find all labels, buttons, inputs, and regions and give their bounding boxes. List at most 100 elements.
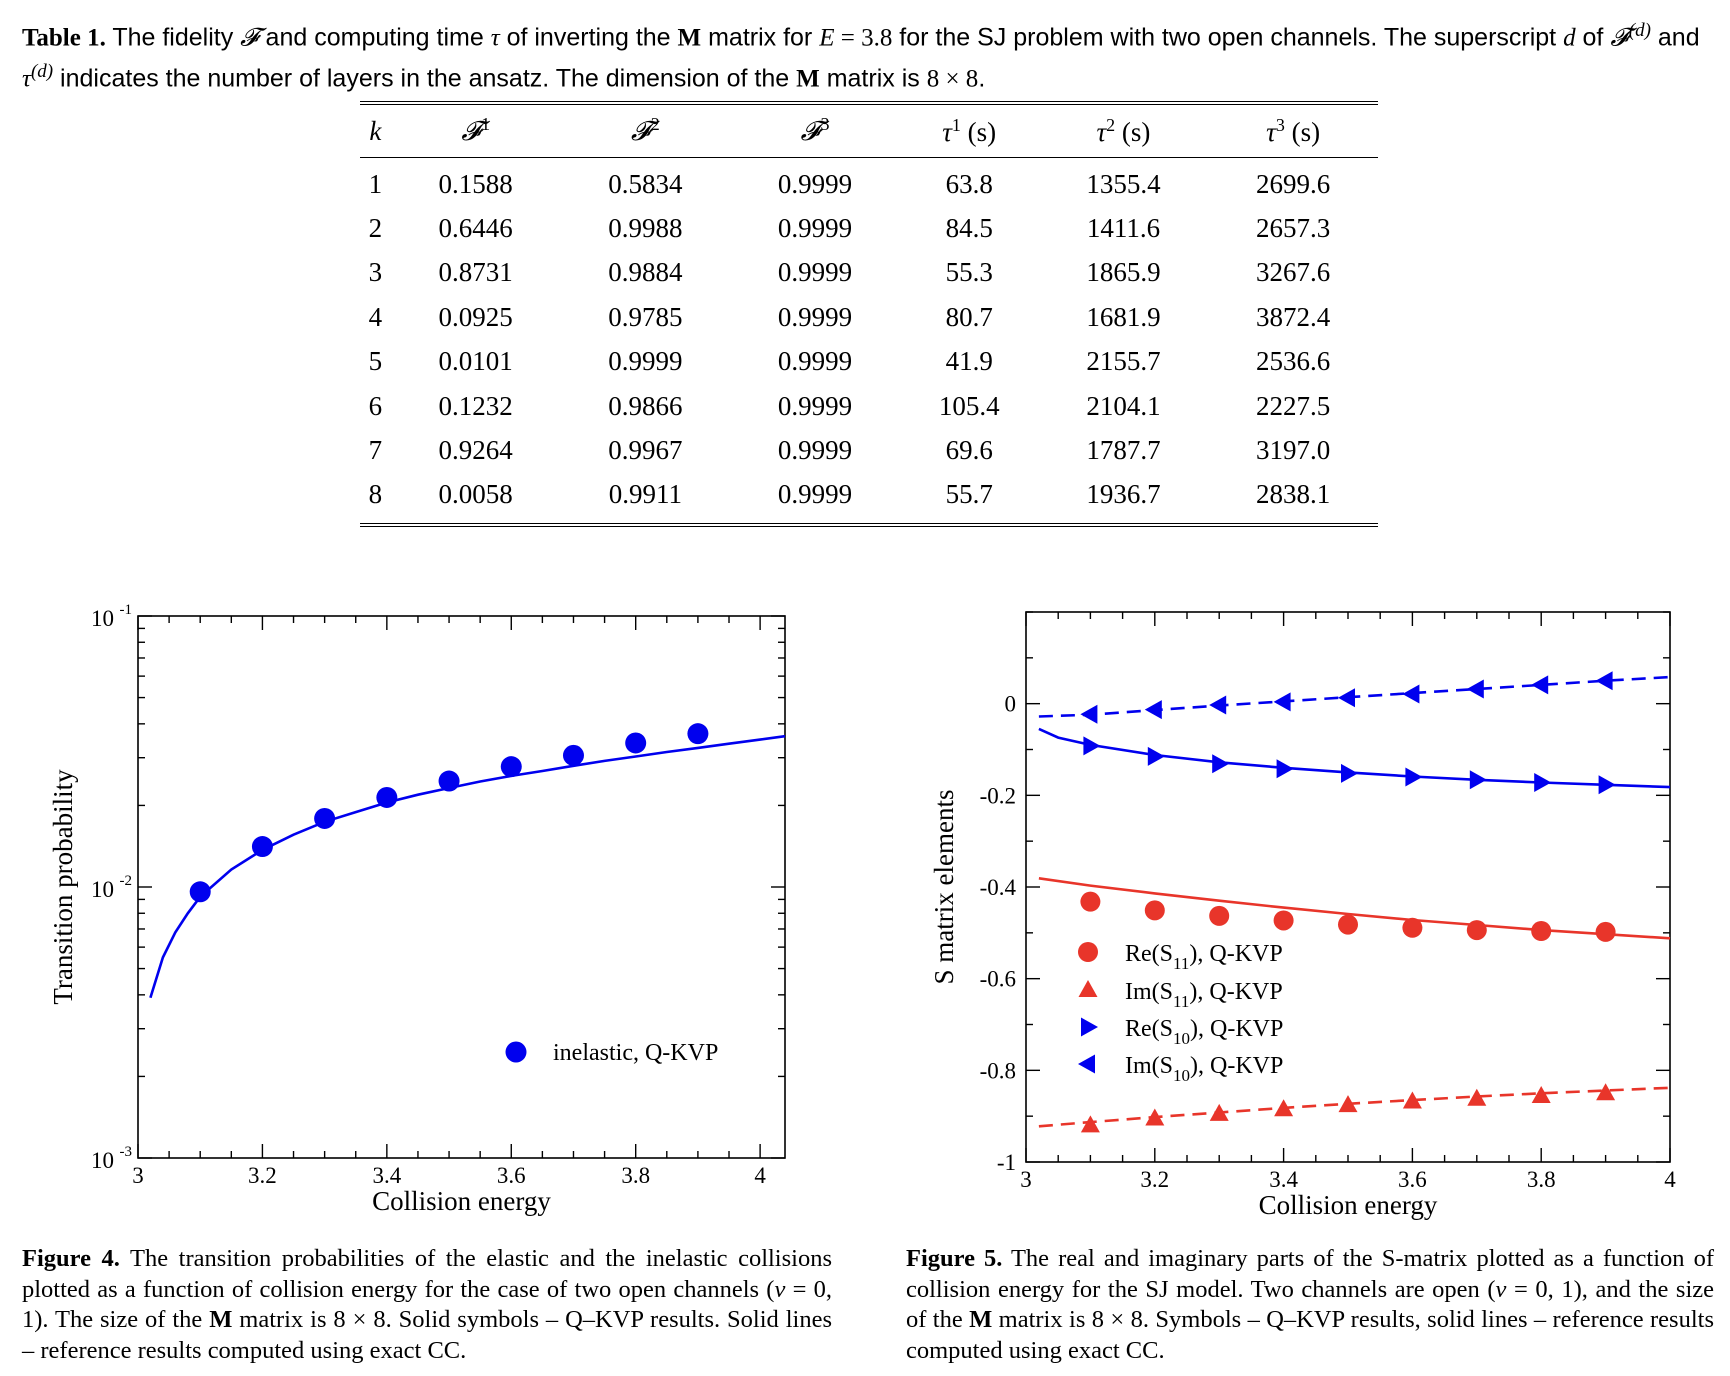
superscript-d: (d) (30, 61, 54, 83)
table-cell: 55.3 (945, 257, 993, 288)
table-cell: 0.0058 (390, 472, 561, 528)
table-cell: 80.7 (945, 301, 993, 332)
table-cell: 2536.6 (1256, 346, 1331, 377)
caption-text: . (978, 64, 986, 93)
table-cell: 2227.5 (1256, 390, 1331, 421)
legend-label-subscript: 11 (1173, 954, 1189, 973)
legend-label: inelastic, Q-KVP (553, 1040, 718, 1066)
table-cell: 0.9911 (560, 472, 731, 528)
table-cell: 0.9999 (608, 346, 683, 377)
y-tick-label: -0.4 (980, 875, 1017, 900)
header-superscript: 2 (650, 114, 660, 134)
y-tick-exponent: -1 (120, 602, 133, 618)
data-point (1595, 921, 1616, 942)
table-cell: 0.1588 (438, 168, 513, 199)
figure-5-chart: 3 3.2 3.4 3.6 3.8 4 -1 -0.8 -0.6 -0.4 -0.2 0 Collisi… (929, 611, 1676, 1220)
y-axis-label: S matrix elements (929, 790, 959, 985)
table-cell: 0.9264 (438, 435, 513, 466)
table-row: 2 0.6446 0.9988 0.9999 84.5 1411.6 2657.3 (360, 206, 1378, 250)
header-symbol: 𝓕 (630, 116, 651, 146)
legend-label-pre: Im(S (1125, 1053, 1173, 1079)
x-tick-label: 3.2 (1140, 1167, 1169, 1192)
caption-text: for the SJ problem with two open channel… (892, 23, 1564, 52)
header-symbol: k (369, 115, 382, 146)
tau-symbol: τ (22, 65, 31, 93)
data-point (1466, 920, 1487, 941)
matrix-symbol: M (796, 65, 820, 93)
data-point (438, 770, 460, 792)
table-cell-k: 3 (368, 257, 383, 288)
data-point (1341, 763, 1358, 783)
x-axis-label: Collision energy (1259, 1190, 1438, 1220)
y-tick-label: 0 (1005, 692, 1017, 717)
x-tick-label: 3.4 (1269, 1167, 1298, 1192)
x-tick-label: 3.8 (1527, 1167, 1556, 1192)
header-symbol: 𝓕 (461, 116, 482, 146)
table-cell: 2838.1 (1208, 472, 1378, 528)
legend-label-subscript: 11 (1173, 992, 1189, 1011)
table-row: 3 0.8731 0.9884 0.9999 55.3 1865.9 3267.6 (360, 251, 1378, 295)
energy-value: = 3.8 (834, 24, 893, 52)
data-point (1598, 775, 1616, 795)
data-point (1273, 910, 1294, 931)
figure-label: Figure 5. (906, 1245, 1003, 1272)
table-header-row: k 𝓕1 𝓕2 𝓕3 τ1 (s) τ2 (s) τ3 (s) (360, 101, 1378, 158)
data-point (1467, 1088, 1487, 1106)
fidelity-symbol: 𝓕 (1610, 24, 1629, 52)
table-cell: 0.9999 (777, 346, 853, 377)
table-cell: 0.9999 (730, 472, 900, 528)
table-row: 1 0.1588 0.5834 0.9999 63.8 1355.4 2699.6 (360, 158, 1378, 207)
table-cell: 63.8 (945, 168, 993, 199)
table-cell: 0.9999 (777, 390, 853, 421)
data-point (1595, 671, 1613, 691)
solid-reference-line (149, 734, 786, 999)
header-superscript: 2 (1106, 114, 1116, 135)
tau-symbol: τ (490, 24, 500, 52)
data-point (1531, 1086, 1551, 1103)
table-cell: 0.9999 (777, 435, 853, 466)
table-cell: 2155.7 (1086, 346, 1161, 377)
caption-text: The fidelity (105, 23, 241, 52)
caption-text: matrix for (701, 23, 820, 52)
y-tick-exponent: -3 (120, 1144, 133, 1160)
legend-label-subscript: 10 (1173, 1066, 1190, 1085)
data-point (1338, 914, 1358, 935)
data-point (1405, 767, 1423, 787)
table-cell: 3267.6 (1256, 257, 1331, 288)
table-cell: 1411.6 (1086, 213, 1161, 244)
data-point (1402, 917, 1423, 938)
table-cell-k: 7 (368, 435, 383, 466)
legend-label: Im(S10), Q-KVP (1125, 1053, 1283, 1085)
table-cell: 0.1232 (438, 390, 513, 421)
y-tick-label: -0.2 (980, 783, 1016, 808)
y-tick-exponent: -2 (120, 873, 133, 889)
plot-frame (137, 615, 786, 1159)
data-point (1274, 1099, 1294, 1117)
data-point (1273, 692, 1291, 712)
y-tick-label: 10 (91, 877, 114, 902)
table-cell: 0.9967 (608, 435, 683, 466)
table-cell: 0.5834 (608, 168, 683, 199)
data-point (1209, 905, 1230, 926)
figure-4-chart: 3 3.2 3.4 3.6 3.8 4 10 -3 10 -2 10 -1 Collision ener… (48, 602, 786, 1216)
legend-label-post: ), Q-KVP (1190, 1016, 1283, 1042)
data-point (314, 807, 336, 829)
column-header: τ2 (s) (1038, 101, 1209, 158)
table-cell: 0.9999 (777, 301, 853, 332)
caption-text: matrix is 8 × 8. Solid symbols – Q–KVP r… (22, 1306, 832, 1364)
table-row: 4 0.0925 0.9785 0.9999 80.7 1681.9 3872.4 (360, 295, 1378, 339)
header-unit: (s) (960, 116, 997, 147)
data-point (1402, 684, 1420, 704)
figure-5-caption: Figure 5. The real and imaginary parts o… (906, 1244, 1714, 1366)
legend-label-post: ), Q-KVP (1189, 941, 1282, 967)
data-point (1338, 688, 1355, 708)
caption-text: The real and imaginary parts of the S-ma… (906, 1245, 1714, 1303)
table-cell: 0.8731 (438, 257, 513, 288)
data-point (1276, 759, 1294, 779)
table-cell: 1355.4 (1086, 168, 1161, 199)
table-cell-k: 2 (368, 213, 383, 244)
column-header: 𝓕2 (560, 101, 731, 158)
table-cell-k: 8 (360, 472, 391, 528)
table-cell: 1865.9 (1086, 257, 1161, 288)
table-cell: 0.0101 (438, 346, 513, 377)
